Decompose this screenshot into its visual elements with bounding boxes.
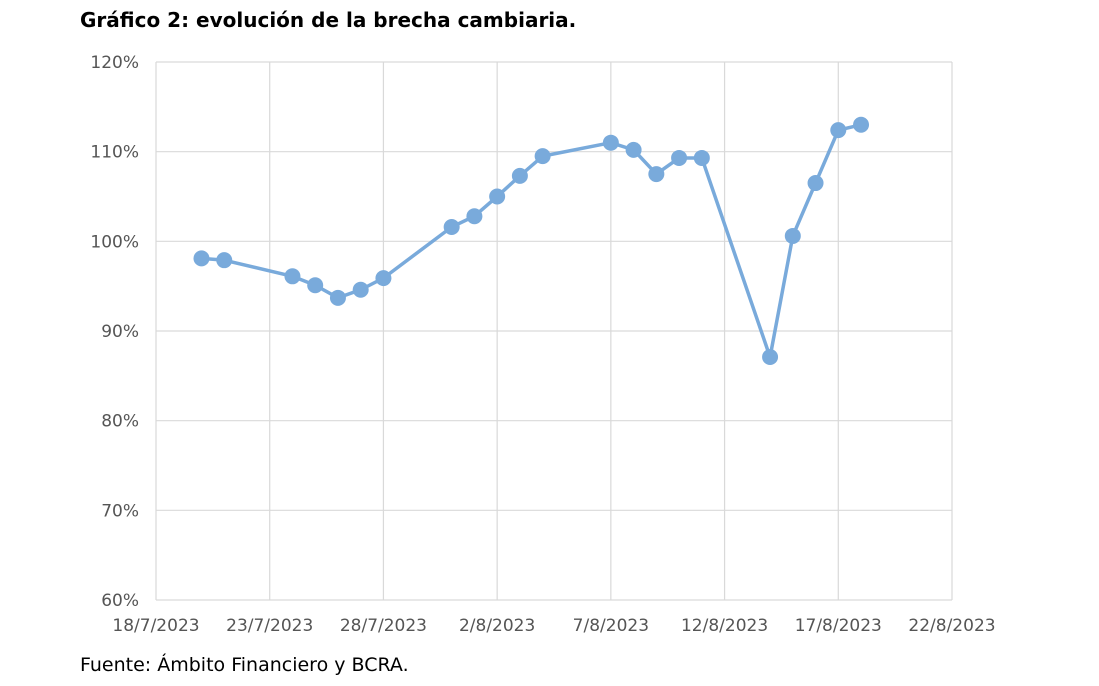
data-point [693, 149, 710, 166]
source-note: Fuente: Ámbito Financiero y BCRA. [80, 654, 409, 676]
chart-title: Gráfico 2: evolución de la brecha cambia… [80, 8, 577, 32]
y-tick-label: 100% [90, 232, 139, 252]
x-tick-label: 2/8/2023 [459, 616, 535, 636]
y-tick-label: 60% [101, 591, 139, 611]
data-point [443, 218, 460, 235]
data-point [648, 166, 665, 183]
y-tick-label: 110% [90, 143, 139, 163]
x-axis-tick-labels: 18/7/2023 23/7/2023 28/7/2023 2/8/2023 7/8/2… [112, 616, 995, 636]
y-axis-tick-labels: 60% 70% 80% 90% 100% 110% 120% [90, 53, 139, 611]
series-layer [193, 116, 870, 366]
y-tick-label: 80% [101, 412, 139, 432]
x-tick-label: 18/7/2023 [112, 616, 199, 636]
y-tick-label: 120% [90, 53, 139, 73]
data-point [511, 167, 528, 184]
data-point [784, 227, 801, 244]
data-point [489, 188, 506, 205]
data-point [193, 250, 210, 267]
data-point [375, 270, 392, 287]
data-point [807, 175, 824, 192]
y-tick-label: 90% [101, 322, 139, 342]
data-point [671, 149, 688, 166]
series-line [201, 123, 862, 359]
data-point [762, 349, 779, 366]
data-point [602, 134, 619, 151]
gridlines [155, 61, 953, 601]
data-point [329, 289, 346, 306]
data-point [307, 277, 324, 294]
y-tick-label: 70% [101, 501, 139, 521]
x-tick-label: 23/7/2023 [226, 616, 313, 636]
x-tick-label: 17/8/2023 [795, 616, 882, 636]
data-point [466, 208, 483, 225]
x-tick-label: 7/8/2023 [573, 616, 649, 636]
x-tick-label: 28/7/2023 [340, 616, 427, 636]
data-point [352, 281, 369, 298]
data-point [284, 268, 301, 285]
data-point [853, 116, 870, 133]
data-point [216, 252, 233, 269]
x-tick-label: 22/8/2023 [908, 616, 995, 636]
data-point [534, 148, 551, 165]
x-tick-label: 12/8/2023 [681, 616, 768, 636]
data-point [830, 122, 847, 139]
data-point [625, 141, 642, 158]
